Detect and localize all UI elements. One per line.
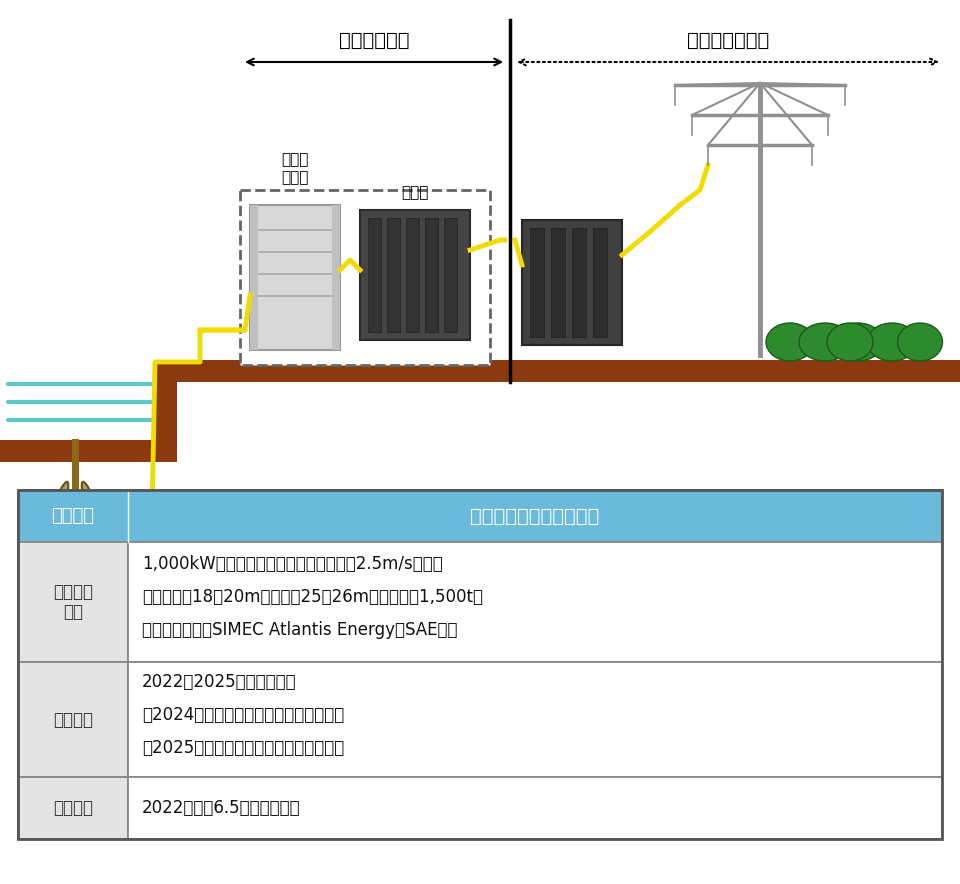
Text: 発電機の
仕様: 発電機の 仕様: [53, 583, 93, 621]
Bar: [155, 360, 177, 462]
Bar: [45, 560, 105, 576]
Bar: [155, 360, 960, 382]
Bar: [332, 205, 340, 350]
Bar: [250, 205, 258, 350]
Bar: [444, 218, 457, 332]
Ellipse shape: [898, 323, 943, 361]
Text: ・2024年度：発電開始（実証運転開始）: ・2024年度：発電開始（実証運転開始）: [142, 706, 345, 724]
Ellipse shape: [799, 323, 851, 361]
Text: 1,000kW級潮流発電機１基。定格流速：2.5m/s、ロー: 1,000kW級潮流発電機１基。定格流速：2.5m/s、ロー: [142, 555, 443, 573]
Bar: [425, 218, 438, 332]
Text: 変圧器: 変圧器: [401, 185, 429, 200]
Text: 実施場所: 実施場所: [52, 507, 94, 525]
Text: 変電システム: 変電システム: [339, 31, 409, 50]
Bar: [128, 777, 942, 839]
Text: ター直径：18～20m、全高：25～26m、重量：約1,500t、: ター直径：18～20m、全高：25～26m、重量：約1,500t、: [142, 588, 483, 606]
Circle shape: [66, 506, 84, 524]
Text: 2022～2025年度（予定）: 2022～2025年度（予定）: [142, 673, 297, 691]
Bar: [18, 662, 128, 777]
Ellipse shape: [82, 482, 105, 538]
Bar: [360, 210, 470, 340]
Bar: [250, 205, 340, 350]
Bar: [406, 218, 419, 332]
FancyBboxPatch shape: [240, 190, 490, 365]
Bar: [522, 220, 622, 345]
Text: 長崎県五島市没奈留瀬戸: 長崎県五島市没奈留瀬戸: [470, 507, 600, 525]
Bar: [530, 228, 544, 337]
Bar: [551, 228, 565, 337]
Bar: [18, 490, 942, 542]
Bar: [128, 662, 942, 777]
Ellipse shape: [833, 323, 883, 361]
Text: 周波数
変換器: 周波数 変換器: [281, 153, 309, 185]
Ellipse shape: [766, 323, 814, 361]
Text: 2022年度は6.5億円（予定）: 2022年度は6.5億円（予定）: [142, 799, 300, 817]
Text: 送配電会社設備: 送配電会社設備: [686, 31, 769, 50]
Bar: [18, 542, 128, 662]
Bar: [387, 218, 400, 332]
Bar: [128, 542, 942, 662]
Ellipse shape: [827, 323, 873, 361]
Bar: [572, 228, 586, 337]
Text: メーカー：英国SIMEC Atlantis Energy（SAE）社: メーカー：英国SIMEC Atlantis Energy（SAE）社: [142, 621, 458, 639]
Bar: [18, 490, 942, 839]
Ellipse shape: [867, 323, 917, 361]
Bar: [593, 228, 607, 337]
Text: ・2025年度：実証運転終了後、機器回収: ・2025年度：実証運転終了後、機器回収: [142, 739, 345, 757]
Bar: [0, 440, 160, 462]
Text: 実施期間: 実施期間: [53, 711, 93, 728]
Bar: [18, 777, 128, 839]
Ellipse shape: [46, 482, 68, 538]
Text: 予算規模: 予算規模: [53, 799, 93, 817]
Bar: [368, 218, 381, 332]
